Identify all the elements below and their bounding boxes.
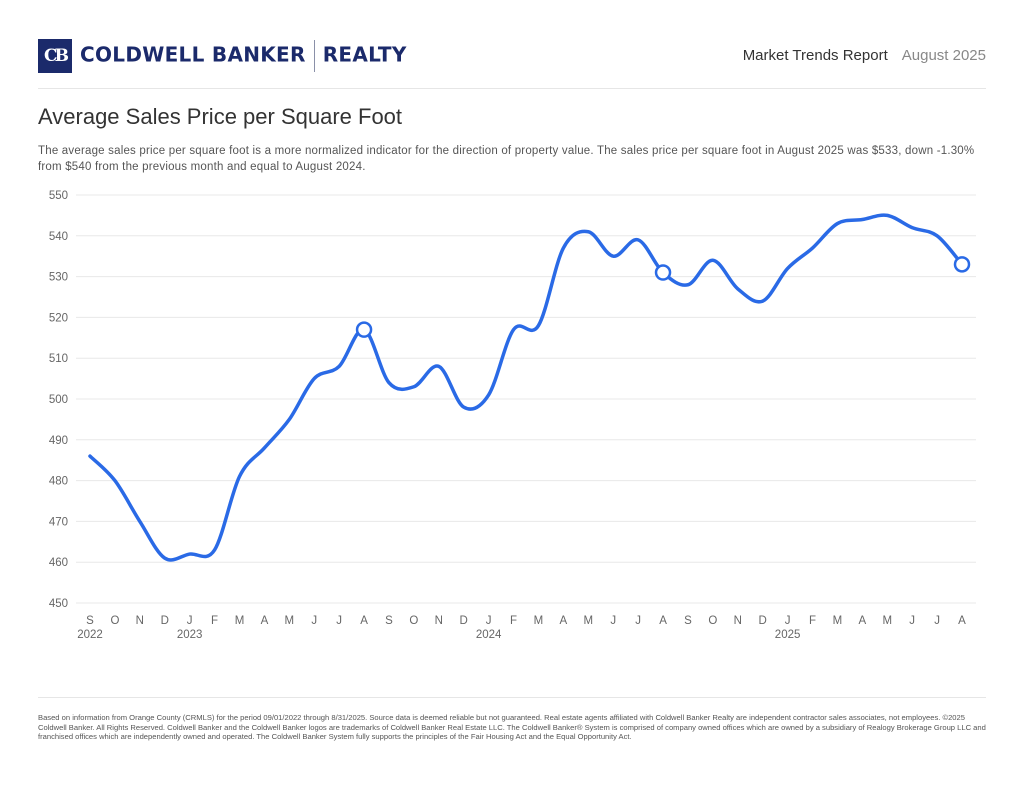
x-year-label: 2023	[177, 629, 203, 641]
x-tick-label: A	[659, 615, 667, 627]
x-tick-label: S	[684, 615, 692, 627]
x-tick-label: F	[211, 615, 218, 627]
y-tick-label: 540	[49, 231, 68, 243]
y-tick-label: 490	[49, 435, 68, 447]
x-tick-label: A	[261, 615, 269, 627]
footer-divider	[38, 697, 986, 698]
x-tick-label: J	[934, 615, 940, 627]
y-tick-label: 510	[49, 353, 68, 365]
y-tick-label: 480	[49, 476, 68, 488]
x-tick-label: N	[136, 615, 144, 627]
x-tick-label: J	[635, 615, 641, 627]
report-date: August 2025	[901, 47, 986, 64]
x-tick-label: J	[610, 615, 616, 627]
logo-divider	[313, 39, 315, 72]
y-tick-label: 450	[49, 598, 68, 610]
x-tick-label: O	[409, 615, 418, 627]
highlighted-data-point	[953, 256, 971, 273]
x-tick-label: J	[336, 615, 342, 627]
x-tick-label: N	[734, 615, 742, 627]
x-tick-label: F	[809, 615, 816, 627]
x-year-label: 2025	[775, 629, 801, 641]
x-tick-label: O	[708, 615, 717, 627]
x-tick-label: J	[187, 615, 193, 627]
disclaimer: Based on information from Orange County …	[38, 713, 986, 741]
x-tick-label: J	[486, 615, 492, 627]
x-tick-label: S	[86, 615, 94, 627]
x-tick-label: D	[759, 615, 767, 627]
x-tick-label: A	[560, 615, 568, 627]
chart-description: The average sales price per square foot …	[38, 145, 975, 173]
report-title: Market Trends Report	[742, 47, 888, 64]
x-tick-label: S	[385, 615, 393, 627]
x-tick-label: M	[285, 615, 295, 627]
y-tick-label: 460	[49, 557, 68, 569]
x-year-label: 2024	[476, 629, 502, 641]
x-tick-label: J	[311, 615, 317, 627]
header-divider	[38, 88, 986, 89]
series-line	[88, 213, 964, 562]
x-tick-label: D	[161, 615, 169, 627]
x-tick-label: M	[583, 615, 593, 627]
report-header: Market Trends Report August 2025	[743, 47, 986, 64]
logo-wordmark: COLDWELL BANKER REALTY	[80, 39, 407, 72]
highlighted-data-point	[654, 264, 672, 281]
x-tick-label: D	[460, 615, 468, 627]
page-title: Average Sales Price per Square Foot	[38, 104, 403, 129]
y-tick-label: 550	[49, 190, 68, 202]
y-tick-label: 530	[49, 272, 68, 284]
x-tick-label: A	[958, 615, 966, 627]
x-tick-label: M	[833, 615, 843, 627]
x-tick-label: F	[510, 615, 517, 627]
x-tick-label: A	[859, 615, 867, 627]
x-tick-label: M	[235, 615, 245, 627]
logo-sub: REALTY	[322, 42, 407, 66]
y-tick-label: 520	[49, 312, 68, 324]
x-tick-label: N	[435, 615, 443, 627]
x-tick-label: M	[534, 615, 544, 627]
y-tick-label: 470	[49, 516, 68, 528]
x-tick-label: O	[110, 615, 119, 627]
highlighted-data-point	[355, 321, 373, 338]
x-tick-label: J	[785, 615, 791, 627]
x-year-label: 2022	[77, 629, 103, 641]
x-tick-label: J	[909, 615, 915, 627]
x-tick-label: M	[882, 615, 892, 627]
x-tick-label: A	[360, 615, 368, 627]
cb-logo-mark-icon: CB	[38, 38, 72, 73]
coldwell-banker-logo: CB COLDWELL BANKER REALTY	[38, 38, 407, 73]
y-tick-label: 500	[49, 394, 68, 406]
logo-brand: COLDWELL BANKER	[80, 42, 306, 66]
